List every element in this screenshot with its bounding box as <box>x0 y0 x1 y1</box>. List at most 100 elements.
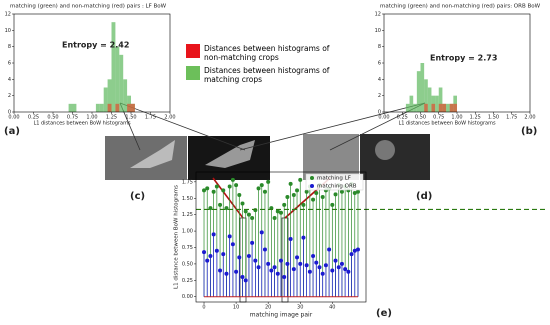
stem-marker <box>317 265 322 270</box>
stem-marker <box>250 215 255 220</box>
histogram-bar <box>72 103 77 112</box>
stem-marker <box>339 261 344 266</box>
stem-marker <box>355 247 360 252</box>
x-tick-label: 0.25 <box>28 115 39 121</box>
stem-marker <box>307 269 312 274</box>
stem-marker <box>224 271 229 276</box>
stem-marker <box>224 206 229 211</box>
y-tick-label: 1.00 <box>182 229 193 235</box>
y-tick-label: 0.75 <box>182 245 193 251</box>
stem-marker <box>250 240 255 245</box>
legend-marker <box>310 184 314 188</box>
stem-marker <box>301 202 306 207</box>
legend-swatch <box>186 66 200 80</box>
histogram-bar <box>131 103 135 112</box>
x-tick-label: 2.00 <box>164 115 175 121</box>
stem-marker <box>243 209 248 214</box>
stem-marker <box>266 261 271 266</box>
stem-marker <box>240 201 245 206</box>
stem-marker <box>285 261 290 266</box>
histogram-bar <box>442 103 447 112</box>
stem-marker <box>298 177 303 182</box>
stem-marker <box>221 188 226 193</box>
stem-marker <box>288 236 293 241</box>
stem-marker <box>279 258 283 263</box>
stem-marker <box>243 278 248 283</box>
stem-marker <box>237 192 242 197</box>
stem-marker <box>230 242 235 247</box>
stem-marker <box>285 194 290 199</box>
stem-marker <box>339 189 344 194</box>
y-tick-label: 10 <box>375 28 381 34</box>
stem-marker <box>282 275 287 280</box>
legend-label: Distances between histograms of non-matc… <box>204 44 330 62</box>
y-axis-label: L1 distance between BoW histograms <box>174 185 180 289</box>
stem-marker <box>234 183 239 188</box>
stem-marker <box>355 189 360 194</box>
stem-marker <box>304 263 309 268</box>
stem-marker <box>330 202 335 207</box>
stem-marker <box>218 202 223 207</box>
panel-label: (e) <box>376 308 392 319</box>
stem-marker <box>272 265 277 270</box>
histogram-bar <box>68 103 73 112</box>
x-tick-label: 0.75 <box>67 115 78 121</box>
histogram-bar <box>453 95 457 112</box>
legend-box <box>305 173 364 191</box>
stem-marker <box>333 258 338 263</box>
x-tick-label: 20 <box>265 305 271 311</box>
histogram-bar <box>405 103 410 112</box>
stem-marker <box>227 184 232 189</box>
panel-label: (c) <box>130 191 145 202</box>
image-crop <box>360 134 430 180</box>
x-tick-label: 0.00 <box>8 115 19 121</box>
y-tick-label: 12 <box>5 12 11 18</box>
stem-marker <box>205 186 210 191</box>
x-tick-label: 0.75 <box>433 115 444 121</box>
histogram-bar <box>420 63 425 112</box>
x-tick-label: 40 <box>329 305 335 311</box>
connector <box>239 102 426 151</box>
x-axis-label: L1 distances between BoW histograms <box>398 121 496 127</box>
histogram-bar <box>103 87 108 112</box>
stem-marker <box>275 271 280 276</box>
stem-marker <box>246 212 251 217</box>
x-tick-label: 0 <box>202 305 205 311</box>
image-object <box>205 140 255 168</box>
stem-marker <box>336 265 341 270</box>
stem-marker <box>352 248 357 253</box>
stem-marker <box>214 184 219 189</box>
stem-marker <box>333 192 338 197</box>
stem-marker <box>202 250 207 255</box>
y-tick-label: 0 <box>378 110 381 116</box>
histogram-bar <box>123 79 128 112</box>
x-tick-label: 1.75 <box>506 115 517 121</box>
legend-swatch <box>186 44 200 58</box>
histogram-bar <box>413 103 417 112</box>
histogram-bar <box>119 54 124 112</box>
x-tick-label: 1.00 <box>451 115 462 121</box>
histogram-bar <box>95 103 100 112</box>
highlight-box <box>239 217 247 303</box>
chart-title: matching (green) and non-matching (red) … <box>10 4 167 10</box>
legend-label: matching ORB <box>317 184 357 190</box>
histogram-bar <box>438 103 443 112</box>
histogram-bar <box>424 103 428 112</box>
stem-marker <box>314 191 319 196</box>
image-object <box>130 140 175 168</box>
x-tick-label: 1.25 <box>470 115 481 121</box>
y-tick-label: 8 <box>378 44 381 50</box>
histogram-bar <box>435 95 439 112</box>
histogram-bar <box>449 103 454 112</box>
y-tick-label: 2 <box>8 93 11 99</box>
stem-marker <box>282 202 287 207</box>
histogram-bar <box>431 95 436 112</box>
y-tick-label: 12 <box>375 12 381 18</box>
stem-marker <box>343 267 348 272</box>
stem-marker <box>218 268 223 273</box>
histogram-bar <box>107 79 112 112</box>
stem-marker <box>279 210 283 215</box>
connector <box>119 102 246 151</box>
stem-marker <box>349 252 354 257</box>
